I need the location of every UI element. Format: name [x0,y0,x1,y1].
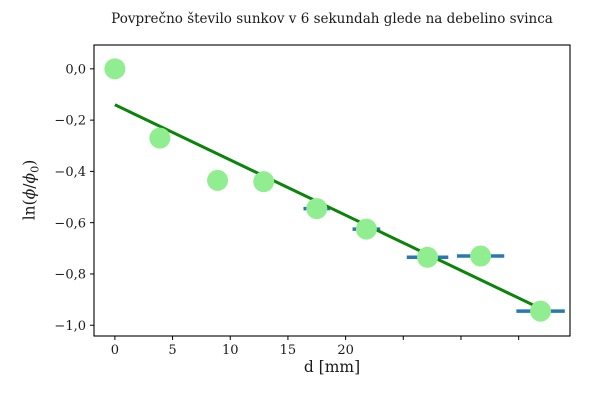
x-axis-label: d [mm] [303,358,361,376]
data-point [207,169,229,191]
x-tick-label: 5 [168,343,176,358]
data-point [253,171,275,193]
data-point [306,198,328,220]
fit-line [114,103,542,310]
y-tick-label: −0,6 [54,216,86,231]
x-tick-label: 15 [280,343,297,358]
data-point [417,246,439,268]
y-tick-label: −1,0 [54,319,86,334]
data-point [149,127,171,149]
y-tick-label: 0,0 [65,62,86,77]
chart-title: Povprečno število sunkov v 6 sekundah gl… [111,11,553,27]
x-tick-label: 0 [111,343,119,358]
axes-frame [93,44,571,337]
x-tick-label: 10 [222,343,239,358]
y-tick-label: −0,8 [54,268,86,283]
x-tick-label: 20 [337,343,354,358]
data-point [355,218,377,240]
data-point [104,58,126,80]
data-point [530,300,552,322]
y-tick-label: −0,2 [54,114,86,129]
y-tick-label: −0,4 [54,165,86,180]
data-point [470,245,492,267]
